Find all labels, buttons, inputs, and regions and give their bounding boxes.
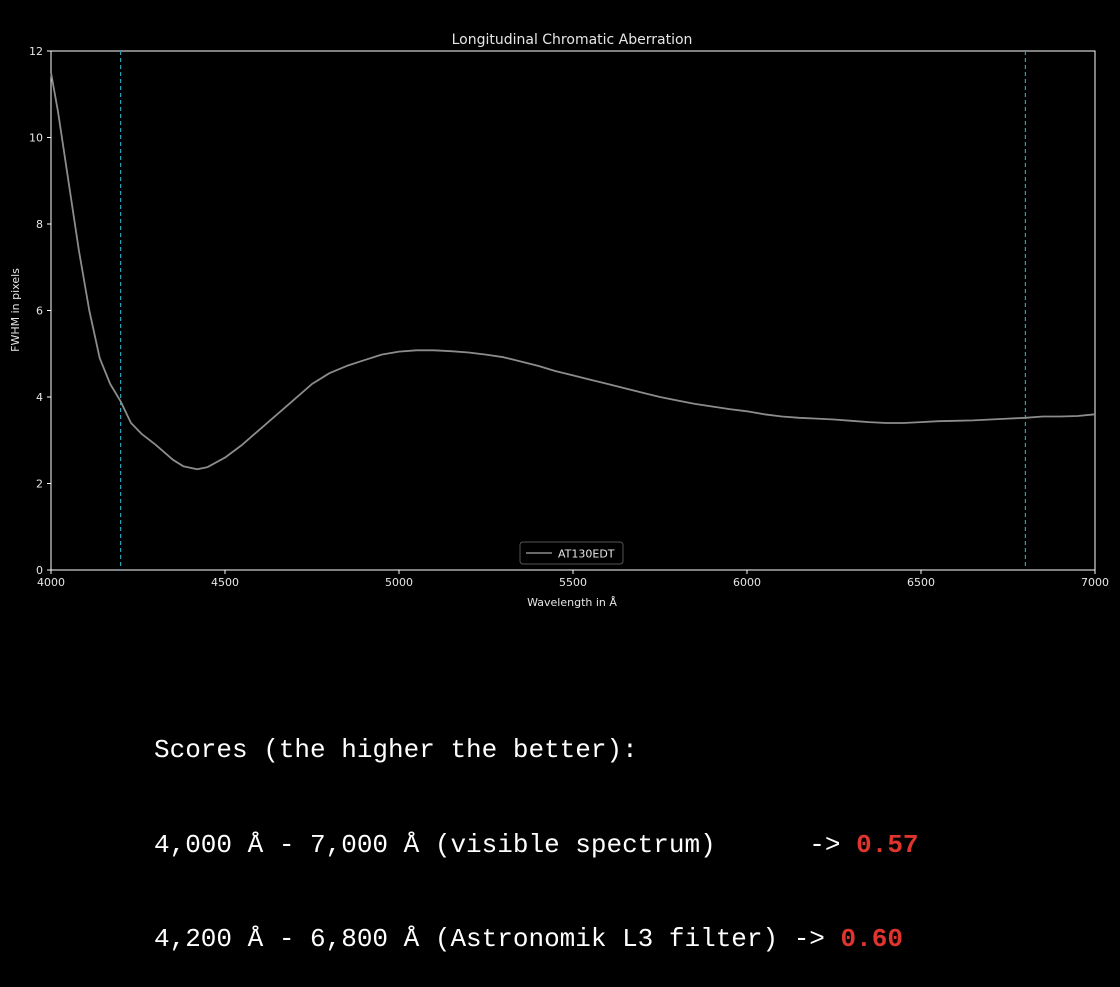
series-line [50,72,1096,471]
score-label: 4,000 Å - 7,000 Å (visible spectrum) -> [154,829,857,860]
legend-label: AT130EDT [558,548,615,561]
chart-title: Longitudinal Chromatic Aberration [452,32,693,48]
x-tick-label: 4500 [211,576,239,589]
x-tick-label: 4000 [37,576,65,589]
score-value: 0.60 [840,924,903,954]
x-tick-label: 7000 [1081,576,1109,589]
plot-area [50,50,1096,571]
y-tick-label: 10 [29,132,43,145]
y-tick-label: 2 [36,478,43,491]
y-tick-label: 4 [36,391,43,404]
x-tick-label: 5500 [559,576,587,589]
legend: AT130EDT [519,541,624,565]
score-row-l3: 4,200 Å - 6,800 Å (Astronomik L3 filter)… [154,924,919,956]
score-row-visible: 4,000 Å - 7,000 Å (visible spectrum) -> … [154,830,919,862]
x-axis-label: Wavelength in Å [527,596,617,609]
scores-heading: Scores (the higher the better): [154,735,638,765]
y-tick-label: 0 [36,564,43,577]
plot-frame [50,50,1096,571]
x-tick-label: 6500 [907,576,935,589]
legend-box [519,541,624,565]
x-tick-label: 6000 [733,576,761,589]
y-tick-label: 6 [36,305,43,318]
y-axis: 0 2 4 6 8 10 12 [29,45,51,577]
chart: Longitudinal Chromatic Aberration 4000 45… [9,32,1109,609]
x-axis: 4000 4500 5000 5500 6000 6500 7000 [37,570,1109,589]
y-axis-label: FWHM in pixels [9,268,22,352]
x-tick-label: 5000 [385,576,413,589]
score-value: 0.57 [856,829,919,860]
y-tick-label: 12 [29,45,43,58]
scores-panel: Scores (the higher the better): 4,000 Å … [154,672,919,987]
y-tick-label: 8 [36,218,43,231]
score-label: 4,200 Å - 6,800 Å (Astronomik L3 filter)… [154,924,841,954]
